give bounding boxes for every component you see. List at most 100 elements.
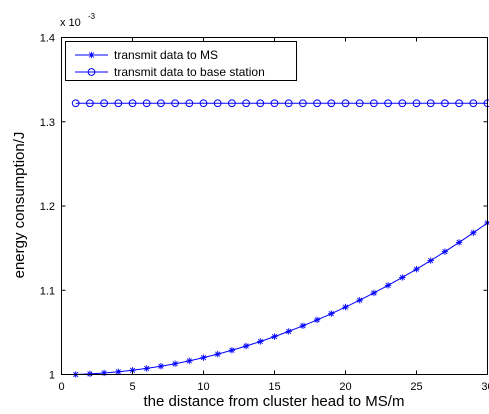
series-0-point-d2	[229, 347, 235, 353]
series-0-point-d2	[456, 239, 462, 246]
series-0-point-d2	[314, 317, 320, 323]
series-1-point	[270, 99, 279, 108]
legend-bs-marker	[87, 68, 96, 76]
series-0-point	[228, 347, 236, 354]
series-0-point-d2	[470, 230, 476, 236]
x-tick-label: 15	[268, 381, 280, 393]
series-0-point-d2	[243, 343, 249, 349]
series-0-point	[171, 360, 179, 367]
legend-ms-star-d2	[88, 52, 95, 58]
series-1-point	[441, 99, 449, 108]
series-1-point	[299, 99, 307, 108]
series-0-point	[441, 248, 449, 255]
x-tick-label: 30	[481, 381, 489, 393]
series-0-point-d2	[87, 371, 93, 377]
series-1-point	[199, 99, 208, 108]
series-0-point	[200, 354, 207, 361]
series-0-point-d2	[371, 290, 377, 296]
legend-bs-circle	[87, 68, 96, 76]
series-1-point	[128, 99, 137, 108]
series-0-point-d2	[300, 323, 306, 329]
series-0-point	[143, 365, 150, 372]
series-1-point	[100, 99, 108, 108]
series-1-point	[171, 99, 180, 108]
series-1-point	[398, 99, 407, 108]
series-0-point	[242, 342, 250, 350]
x-tick-label: 5	[129, 381, 135, 393]
series-0-point	[370, 289, 378, 297]
series-0-point-d2	[257, 338, 263, 345]
series-1-point	[284, 99, 293, 108]
series-0-point-d2	[200, 355, 207, 361]
series-1-point	[242, 99, 251, 108]
series-0-point-d2	[357, 297, 363, 303]
series-1-point	[86, 99, 94, 108]
series-0-point	[356, 296, 363, 304]
series-0-point	[328, 310, 335, 317]
series-0-point-d2	[286, 328, 292, 334]
series-1-point	[228, 99, 236, 108]
series-0-point-d2	[399, 274, 405, 281]
legend-bs-label: transmit data to base station	[114, 65, 265, 79]
series-0-point-d2	[442, 249, 448, 255]
series-0-point	[86, 370, 94, 378]
series-1-point	[256, 99, 265, 108]
series-0-point-d2	[385, 282, 391, 288]
axes-box	[61, 37, 488, 375]
series-line-0	[75, 222, 488, 375]
x-tick-label: 25	[410, 381, 422, 393]
series-0-point	[399, 274, 406, 281]
y-tick-label: 1.4	[40, 33, 55, 45]
y-tick-label: 1.3	[40, 117, 55, 129]
legend-ms-star	[88, 51, 95, 59]
series-1-point	[185, 99, 194, 108]
series-0-point	[455, 239, 463, 246]
y-tick-label: 1.1	[40, 285, 55, 297]
series-1-point	[327, 99, 336, 108]
series-0-point	[214, 350, 221, 358]
legend: transmit data to MS transmit data to bas…	[65, 41, 297, 81]
x-tick-label: 0	[58, 381, 64, 393]
series-1-point	[426, 99, 435, 108]
series-1-point	[469, 99, 478, 108]
series-1-point	[384, 99, 393, 108]
series-0-point	[427, 257, 434, 264]
series-0-point-d2	[186, 358, 192, 364]
series-0-point-d2	[271, 333, 278, 340]
series-1-point	[313, 99, 322, 108]
plot-marks	[71, 99, 489, 378]
series-0-point-d2	[172, 361, 178, 367]
x-tick-label: 20	[339, 381, 351, 393]
series-0-point	[157, 363, 165, 370]
y-exponent-power: -3	[88, 12, 96, 21]
series-0-point	[313, 316, 321, 324]
series-0-point	[285, 328, 292, 335]
series-1-point	[370, 99, 378, 108]
series-1-point	[412, 99, 421, 108]
series-0-point-d2	[129, 367, 136, 373]
series-0-point	[115, 368, 122, 376]
series-0-point	[342, 303, 349, 311]
series-0-point	[186, 357, 193, 365]
series-0-point-d2	[328, 311, 334, 317]
series-0-point-d2	[428, 257, 434, 264]
series-0-point	[299, 322, 307, 330]
series-1-point	[455, 99, 464, 108]
series-1-point	[157, 99, 165, 108]
series-0-point	[384, 282, 392, 289]
axis-ticks: 0 5 10 15 20 25 30 1 1.1 1.2 1.3 1.4	[40, 33, 489, 394]
series-0-point	[100, 369, 108, 377]
series-1-point	[142, 99, 151, 108]
y-tick-label: 1	[49, 370, 55, 382]
series-1-point	[341, 99, 350, 108]
series-1-point	[114, 99, 123, 108]
legend-box	[65, 41, 297, 81]
series-0-point	[271, 333, 278, 340]
series-0-point-d2	[413, 266, 420, 272]
series-0-point-d2	[144, 365, 150, 372]
series-0-point	[413, 265, 420, 273]
legend-ms-marker	[88, 51, 95, 59]
y-exponent-base: x 10	[60, 17, 81, 29]
series-1-point	[355, 99, 364, 108]
